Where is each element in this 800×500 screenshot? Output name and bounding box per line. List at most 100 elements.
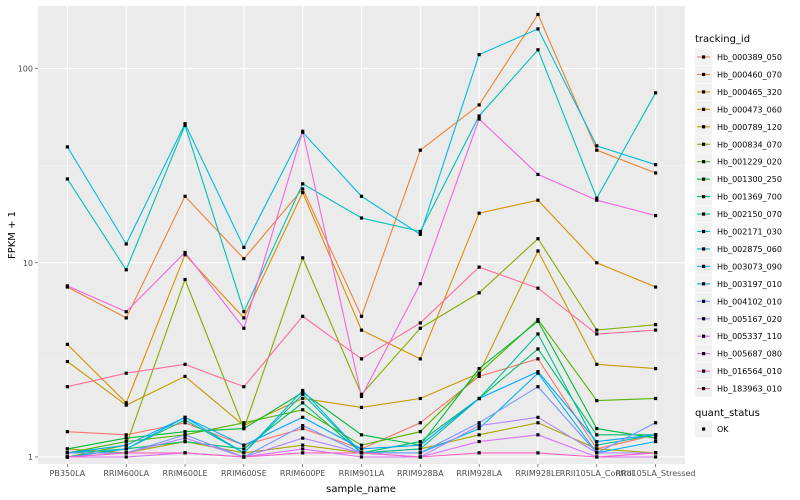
- data-point: [183, 436, 187, 440]
- legend-label: Hb_005337_110: [717, 332, 782, 341]
- legend-point: [702, 125, 706, 129]
- data-point: [477, 211, 481, 215]
- data-point: [65, 145, 70, 149]
- data-point: [595, 144, 599, 148]
- data-point: [653, 323, 658, 327]
- data-point: [477, 265, 481, 269]
- data-point: [536, 48, 540, 52]
- data-point: [301, 424, 305, 428]
- legend-label: Hb_000789_120: [717, 123, 782, 132]
- data-point: [418, 229, 422, 234]
- data-point: [418, 421, 422, 425]
- data-point: [536, 286, 540, 290]
- data-point: [595, 433, 599, 437]
- data-point: [418, 396, 422, 401]
- data-point: [536, 347, 540, 351]
- data-point: [536, 319, 540, 323]
- data-point: [242, 326, 246, 330]
- data-point: [595, 447, 599, 451]
- data-point: [124, 443, 128, 447]
- shape-legend: OK: [695, 420, 729, 438]
- data-point: [65, 385, 70, 389]
- data-point: [536, 332, 540, 336]
- data-point: [653, 421, 658, 425]
- x-tick-label: RRIM600PE: [280, 469, 326, 478]
- data-point: [124, 439, 128, 444]
- data-point: [418, 430, 422, 434]
- x-tick-label: RRIM600LE: [162, 469, 207, 478]
- data-point: [242, 451, 246, 455]
- data-point: [301, 426, 305, 431]
- y-tick-label: 1: [28, 453, 33, 462]
- legend-point: [702, 386, 706, 391]
- data-point: [477, 439, 481, 444]
- x-axis: PB350LA RRIM600LA RRIM600LE RRIM600SE RRIM60…: [50, 464, 695, 478]
- legend-point: [702, 72, 706, 77]
- data-point: [359, 394, 364, 399]
- data-point: [595, 439, 599, 444]
- data-point: [653, 285, 658, 289]
- data-point: [124, 268, 128, 272]
- legend-label: Hb_016564_010: [717, 367, 782, 376]
- data-point: [595, 443, 599, 447]
- legend-label: Hb_183963_010: [717, 385, 782, 394]
- data-point: [301, 451, 305, 455]
- data-point: [595, 328, 599, 332]
- data-point: [183, 433, 187, 437]
- data-point: [653, 396, 658, 401]
- data-point: [536, 12, 540, 17]
- data-point: [477, 421, 481, 425]
- data-point: [242, 245, 246, 249]
- data-point: [418, 451, 422, 455]
- x-tick-label: RRIM600LA: [103, 469, 149, 478]
- legend-label: Hb_002875_060: [717, 245, 782, 254]
- data-point: [301, 447, 305, 451]
- data-point: [536, 433, 540, 437]
- data-point: [301, 401, 305, 405]
- data-point: [124, 403, 128, 407]
- data-point: [536, 415, 540, 419]
- data-point: [418, 326, 422, 330]
- legend-label: Hb_000834_070: [717, 140, 782, 149]
- data-point: [301, 129, 305, 133]
- data-point: [183, 421, 187, 425]
- data-point: [301, 390, 305, 395]
- shape-legend-point: [702, 427, 706, 431]
- data-point: [242, 426, 246, 431]
- data-point: [359, 433, 364, 437]
- data-point: [653, 451, 658, 455]
- data-point: [536, 357, 540, 361]
- data-point: [359, 328, 364, 332]
- data-point: [477, 367, 481, 371]
- x-tick-label: RRII105LA_Control: [560, 469, 634, 478]
- data-point: [536, 317, 540, 322]
- data-point: [124, 401, 128, 405]
- data-point: [301, 396, 305, 401]
- x-tick-label: RRIM901LA: [339, 469, 385, 478]
- data-point: [183, 415, 187, 419]
- legend-point: [702, 229, 706, 234]
- data-point: [301, 415, 305, 419]
- data-point: [242, 421, 246, 425]
- data-point: [301, 392, 305, 396]
- data-point: [653, 436, 658, 440]
- data-point: [183, 253, 187, 257]
- data-point: [418, 282, 422, 286]
- legend-label: Hb_004102_010: [717, 297, 782, 306]
- data-point: [595, 196, 599, 200]
- data-point: [359, 194, 364, 198]
- data-point: [183, 362, 187, 366]
- data-point: [536, 27, 540, 31]
- data-point: [359, 451, 364, 455]
- data-point: [183, 374, 187, 378]
- x-tick-label: RRIM928BA: [397, 469, 444, 478]
- x-tick-label: RRIM928LA: [456, 469, 502, 478]
- data-point: [301, 187, 305, 191]
- data-point: [301, 443, 305, 447]
- data-point: [65, 359, 70, 364]
- data-point: [242, 385, 246, 389]
- legend-label: Hb_000465_320: [717, 88, 782, 97]
- data-point: [242, 310, 246, 314]
- legend-label: Hb_000473_060: [717, 105, 782, 114]
- legend-point: [702, 247, 706, 251]
